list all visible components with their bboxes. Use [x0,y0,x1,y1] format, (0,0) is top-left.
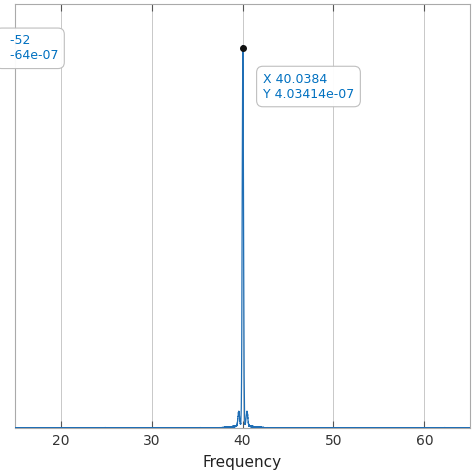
X-axis label: Frequency: Frequency [203,455,282,470]
Text: -52
  -64e-07: -52 -64e-07 [1,34,58,62]
Text: X 40.0384
Y 4.03414e-07: X 40.0384 Y 4.03414e-07 [263,73,354,100]
